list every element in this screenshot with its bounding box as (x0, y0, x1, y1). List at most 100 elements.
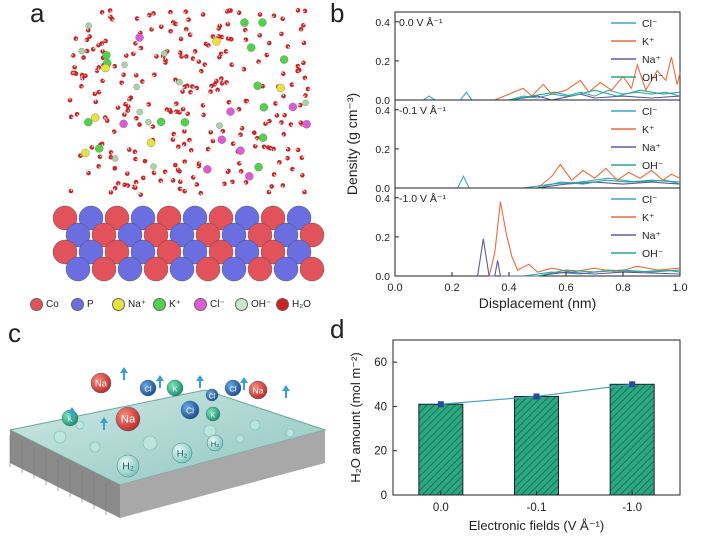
water-bond (121, 82, 124, 86)
water-bond (231, 62, 235, 66)
legend-label: K⁺ (642, 212, 655, 224)
x-axis-title: Electronic fields (V Å⁻¹) (469, 518, 604, 533)
water-bond (110, 152, 114, 155)
water-bond (101, 12, 105, 16)
ion-bubble-label: Na (121, 414, 136, 426)
water-bond (222, 8, 228, 12)
water-bond (209, 85, 212, 89)
density-series-line (537, 269, 681, 277)
water-bond (299, 172, 303, 176)
water-bond (205, 41, 209, 45)
water-bond (221, 79, 226, 84)
water-bond (263, 146, 268, 151)
water-droplet (285, 428, 295, 438)
legend-label: OH⁻ (642, 248, 664, 260)
up-arrow-icon (120, 367, 128, 380)
water-bond (94, 90, 98, 95)
p-atom (182, 205, 208, 231)
water-bond (102, 78, 106, 82)
ion-atom (176, 78, 183, 86)
water-bond (99, 154, 104, 158)
water-bond (106, 12, 111, 18)
water-bond (302, 188, 305, 193)
ion-atom (247, 43, 256, 52)
ion-bubble-label: Na (253, 386, 264, 396)
water-bond (299, 120, 302, 124)
ion-bubble-label: Cl (229, 385, 236, 394)
water-bond (299, 59, 304, 64)
up-arrow-icon (196, 375, 204, 388)
data-marker (629, 381, 636, 388)
panel-label-d: d (330, 314, 345, 344)
water-bond (275, 102, 279, 104)
water-bond (239, 126, 243, 129)
water-bond (182, 11, 187, 15)
water-bond (74, 63, 77, 68)
water-oxygen-atom (188, 89, 193, 95)
water-bond (232, 141, 237, 145)
water-bond (198, 70, 202, 74)
water-bond (125, 95, 130, 100)
water-bond (192, 58, 197, 61)
water-bond (292, 168, 295, 171)
water-bond (142, 80, 146, 84)
density-profile-chart: 0.0 0.2 0.4 0.0 V Å⁻¹ Cl⁻ K⁺ Na⁺ OH⁻ 0.0 0.2 0.4 -0… (344, 11, 688, 311)
water-bond (110, 65, 115, 68)
water-oxygen-atom (72, 70, 77, 76)
y-tick-label: 40 (374, 401, 387, 413)
atom-color-swatch (194, 298, 207, 311)
ion-atom (226, 107, 235, 116)
water-bond (151, 26, 154, 30)
water-bond (177, 51, 181, 54)
co-atom (143, 256, 169, 282)
atom-color-swatch (30, 298, 43, 311)
water-bond (274, 112, 278, 116)
water-bond (214, 33, 219, 37)
water-oxygen-atom (257, 12, 263, 17)
y-tick-label: 0.2 (375, 56, 390, 68)
y-axis-title: Density (g cm⁻³) (344, 93, 360, 195)
water-bond (145, 14, 150, 18)
ion-atom (203, 165, 212, 174)
ion-atom (245, 172, 254, 181)
x-tick-label: -1.0 (622, 502, 642, 514)
x-axis-title: Displacement (nm) (479, 295, 596, 311)
water-droplet (142, 435, 158, 451)
y-tick-label: 0.4 (375, 193, 390, 205)
water-bond (179, 178, 183, 182)
ion-atom (161, 50, 168, 57)
co-atom (91, 222, 117, 248)
water-bond (181, 54, 185, 57)
water-oxygen-atom (84, 37, 90, 43)
water-bond (285, 146, 289, 150)
water-bond (97, 67, 100, 71)
water-bond (70, 188, 73, 192)
water-oxygen-atom (216, 26, 222, 31)
p-atom (221, 222, 247, 248)
co-atom (143, 222, 169, 248)
ion-bubble-label: Cl (144, 385, 151, 394)
water-bond (136, 29, 141, 34)
water-oxygen-atom (164, 107, 170, 112)
water-oxygen-atom (267, 118, 272, 124)
water-bond (188, 139, 193, 144)
ion-atom (236, 146, 245, 155)
water-bond (207, 45, 211, 50)
water-droplet (53, 430, 67, 444)
water-bond (134, 151, 139, 156)
water-bond (93, 69, 98, 72)
legend-label: Na⁺ (642, 142, 661, 154)
water-oxygen-atom (140, 79, 145, 84)
water-oxygen-atom (92, 91, 98, 97)
atom-color-swatch (71, 298, 84, 311)
water-bond (190, 150, 193, 153)
water-bond (103, 116, 108, 122)
density-series-line (423, 89, 681, 101)
water-molecule-layer (67, 8, 312, 198)
water-bond (170, 31, 172, 33)
water-bond (265, 120, 270, 123)
density-series-line (508, 89, 681, 101)
y-tick-label: 0.0 (375, 271, 390, 283)
atom-legend-label: P (87, 299, 94, 310)
p-atom (221, 256, 247, 282)
